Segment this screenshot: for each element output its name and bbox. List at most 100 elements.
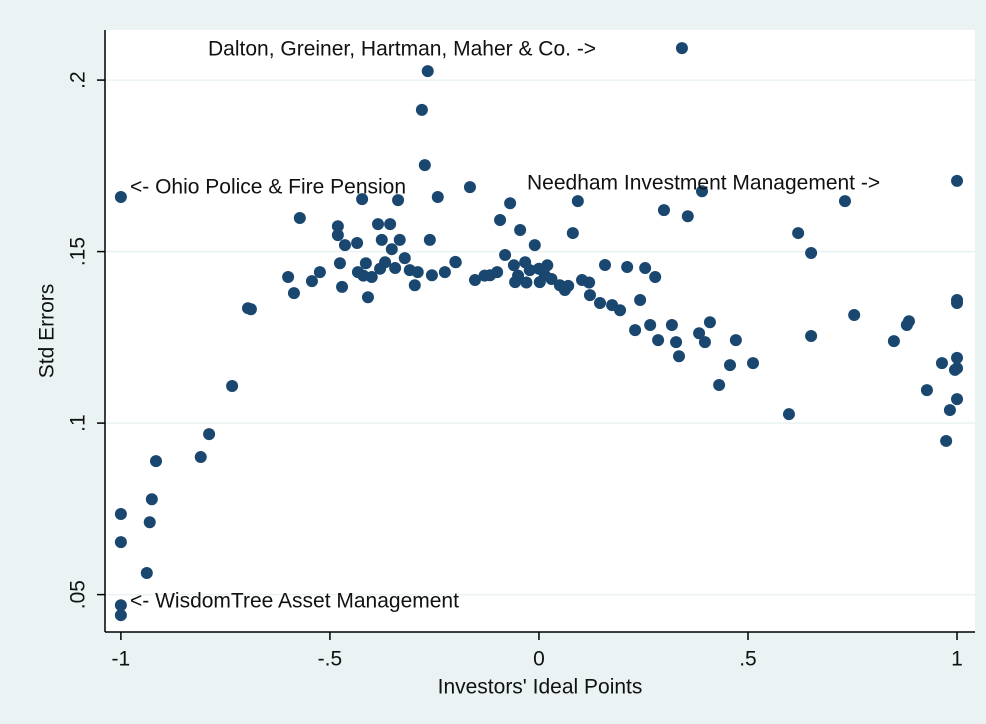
point <box>504 197 517 210</box>
point <box>143 516 156 529</box>
y-tick-label: .15 <box>67 237 90 266</box>
annotation: <- Ohio Police & Fire Pension <box>130 176 406 199</box>
point <box>528 239 541 252</box>
point <box>920 384 933 397</box>
point <box>675 42 688 55</box>
point <box>670 336 683 349</box>
point <box>333 257 346 270</box>
point <box>951 362 964 375</box>
point <box>463 181 476 194</box>
point <box>681 210 694 223</box>
point <box>421 65 434 78</box>
point <box>599 258 612 271</box>
point <box>935 357 948 370</box>
point <box>571 195 584 208</box>
point <box>545 273 558 286</box>
x-tick-label: -.5 <box>318 648 343 671</box>
point <box>468 274 481 287</box>
plot-area <box>105 30 975 632</box>
point <box>724 359 737 372</box>
point <box>114 609 127 622</box>
point <box>583 276 596 289</box>
point <box>408 279 421 292</box>
point <box>621 261 634 274</box>
point <box>507 259 520 272</box>
point <box>226 380 239 393</box>
point <box>848 309 861 322</box>
point <box>114 191 127 204</box>
annotation: Needham Investment Management -> <box>527 172 880 195</box>
point <box>425 269 438 282</box>
point <box>629 324 642 337</box>
point <box>792 227 805 240</box>
point <box>652 334 665 347</box>
point <box>356 193 369 206</box>
point <box>593 297 606 310</box>
point <box>389 262 402 275</box>
point <box>566 227 579 240</box>
point <box>371 218 384 231</box>
point <box>114 599 127 612</box>
point <box>494 214 507 227</box>
point <box>805 329 818 342</box>
point <box>145 493 158 506</box>
point <box>951 393 964 406</box>
point <box>282 270 295 283</box>
point <box>491 266 504 279</box>
point <box>520 276 533 289</box>
point <box>639 262 652 275</box>
point <box>499 249 512 262</box>
point <box>951 351 964 364</box>
point <box>729 334 742 347</box>
point <box>940 434 953 447</box>
y-tick-label: .2 <box>67 71 90 89</box>
point <box>431 191 444 204</box>
point <box>634 293 647 306</box>
point <box>140 567 153 580</box>
x-tick-label: 1 <box>951 648 963 671</box>
point <box>805 246 818 259</box>
point <box>902 315 915 328</box>
point <box>673 350 686 363</box>
point <box>614 304 627 317</box>
annotation: Dalton, Greiner, Hartman, Maher & Co. -> <box>208 38 596 61</box>
point <box>338 239 351 252</box>
point <box>287 287 300 300</box>
point <box>393 233 406 246</box>
point <box>203 428 216 441</box>
y-axis-label: Std Errors <box>36 284 59 379</box>
point <box>838 195 851 208</box>
y-tick-label: .05 <box>67 580 90 609</box>
point <box>392 194 405 207</box>
point <box>438 266 451 279</box>
point <box>698 336 711 349</box>
point <box>244 303 257 316</box>
point <box>747 357 760 370</box>
point <box>331 229 344 242</box>
point <box>194 451 207 464</box>
x-tick-label: .5 <box>739 648 757 671</box>
point <box>375 233 388 246</box>
point <box>703 316 716 329</box>
point <box>478 269 491 282</box>
point <box>384 218 397 231</box>
point <box>657 204 670 217</box>
point <box>385 243 398 256</box>
point <box>665 318 678 331</box>
point <box>423 233 436 246</box>
point <box>514 223 527 236</box>
point <box>951 174 964 187</box>
point <box>415 103 428 116</box>
point <box>583 289 596 302</box>
point <box>523 264 536 277</box>
point <box>293 211 306 224</box>
point <box>305 275 318 288</box>
point <box>374 262 387 275</box>
point <box>649 270 662 283</box>
point <box>541 259 554 272</box>
point <box>331 220 344 233</box>
x-axis-label: Investors' Ideal Points <box>438 676 643 699</box>
point <box>951 297 964 310</box>
